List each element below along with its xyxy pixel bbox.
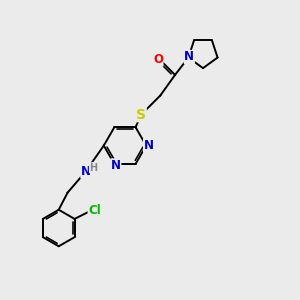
Text: N: N [81,165,91,178]
Text: S: S [136,108,146,122]
Text: O: O [153,53,163,66]
Text: Cl: Cl [88,205,101,218]
Text: N: N [143,139,154,152]
Text: H: H [89,163,98,173]
Text: N: N [184,50,194,64]
Text: N: N [111,159,121,172]
